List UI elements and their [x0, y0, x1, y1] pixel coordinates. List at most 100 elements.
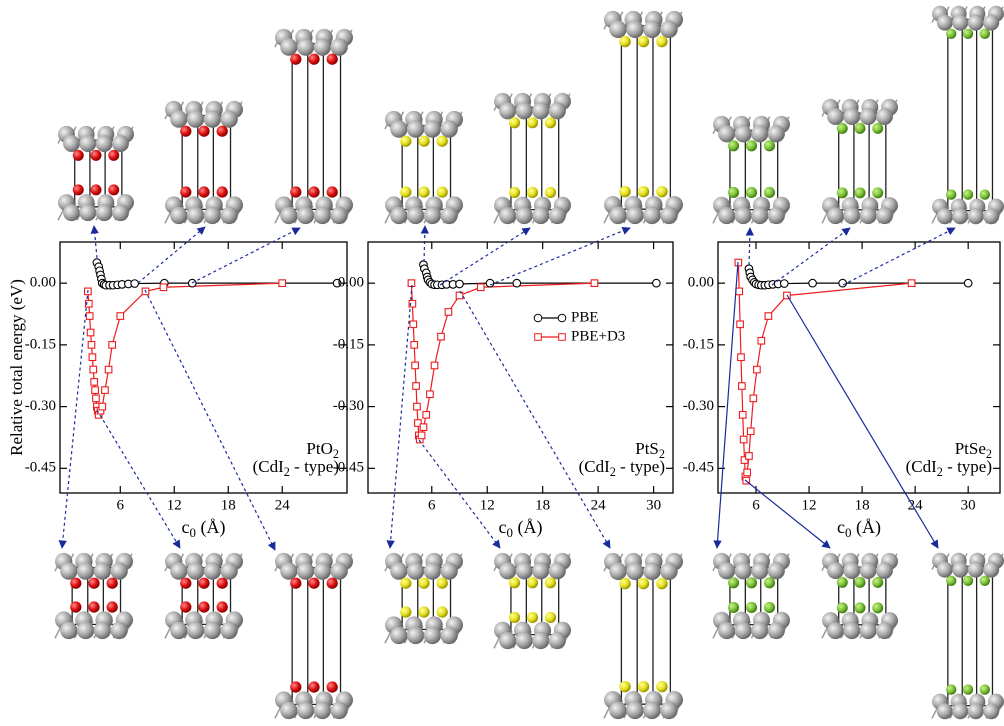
- atom: [308, 54, 319, 65]
- x-tick-label: 18: [855, 497, 870, 513]
- data-point: [88, 342, 95, 349]
- atom: [110, 562, 127, 579]
- atom: [108, 184, 119, 195]
- data-point: [418, 432, 425, 439]
- atom: [499, 632, 516, 649]
- atom: [876, 207, 893, 224]
- atom: [656, 681, 667, 692]
- data-point: [117, 313, 124, 320]
- atom: [656, 578, 667, 589]
- x-axis-label: c0 (Å): [837, 517, 881, 540]
- atom: [751, 622, 768, 639]
- atom: [619, 36, 630, 47]
- atom: [400, 186, 411, 197]
- atom: [108, 150, 119, 161]
- annotation: (CdI2 - type): [906, 457, 992, 479]
- atom: [418, 136, 429, 147]
- atom: [79, 204, 96, 221]
- atom: [746, 187, 757, 198]
- y-tick-label: 0.00: [688, 275, 714, 291]
- atom: [718, 125, 735, 142]
- atom: [110, 622, 127, 639]
- atom: [499, 102, 516, 119]
- atom: [827, 108, 844, 125]
- atom: [735, 207, 752, 224]
- atom: [843, 562, 860, 579]
- atom: [983, 208, 999, 224]
- atom: [946, 29, 956, 39]
- atom: [180, 578, 191, 589]
- atom: [952, 208, 968, 224]
- atom: [545, 577, 556, 588]
- x-tick-label: 18: [221, 497, 236, 513]
- atom: [860, 108, 877, 125]
- data-point: [781, 280, 789, 288]
- atom: [407, 562, 424, 579]
- atom: [407, 120, 424, 137]
- plot-panel: 0.00-0.15-0.30-0.45612182430c0 (Å)PtSe2(…: [683, 242, 1000, 540]
- atom: [96, 204, 113, 221]
- atom: [112, 204, 129, 221]
- atom: [609, 702, 627, 720]
- data-point: [750, 395, 757, 402]
- atom: [876, 562, 893, 579]
- atom: [746, 577, 757, 588]
- data-point: [410, 321, 417, 328]
- data-point: [908, 280, 915, 287]
- atom: [509, 187, 520, 198]
- atom: [527, 117, 538, 128]
- atom: [424, 562, 441, 579]
- atom: [952, 562, 968, 578]
- crystal-structure: [385, 111, 463, 224]
- legend-label: PBE+D3: [571, 328, 625, 344]
- atom: [220, 207, 237, 224]
- atom: [314, 562, 331, 579]
- y-tick-label: 0.00: [338, 275, 364, 291]
- atom: [327, 578, 338, 589]
- atom: [968, 703, 984, 719]
- data-point: [737, 321, 744, 328]
- atom: [297, 562, 314, 579]
- atom: [509, 612, 520, 623]
- atom: [217, 601, 228, 612]
- atom: [656, 36, 667, 47]
- crystal-structure: [822, 99, 898, 224]
- atom: [643, 563, 661, 581]
- atom: [855, 602, 866, 613]
- atom: [280, 702, 297, 719]
- atom: [170, 562, 187, 579]
- atom: [660, 702, 678, 720]
- data-point: [413, 383, 420, 390]
- y-tick-label: -0.45: [25, 460, 56, 476]
- data-point: [90, 366, 97, 373]
- y-tick-label: -0.30: [333, 398, 364, 414]
- atom: [549, 207, 566, 224]
- atom: [718, 562, 735, 579]
- atom: [827, 562, 844, 579]
- atom: [751, 562, 768, 579]
- x-axis-label: c0 (Å): [182, 517, 226, 540]
- atom: [626, 702, 644, 720]
- atom: [79, 135, 96, 152]
- data-point: [91, 379, 98, 386]
- atom: [643, 207, 661, 225]
- atom: [509, 577, 520, 588]
- atom: [728, 187, 739, 198]
- crystal-structure: [604, 11, 683, 224]
- atom: [187, 622, 204, 639]
- atom: [187, 207, 204, 224]
- atom: [619, 578, 630, 589]
- data-point: [739, 412, 746, 419]
- legend-label: PBE: [571, 309, 599, 325]
- atom: [872, 123, 883, 134]
- y-axis-label: Relative total energy (eV): [7, 279, 26, 456]
- atom: [280, 207, 297, 224]
- x-tick-label: 24: [275, 497, 291, 513]
- atom: [73, 184, 84, 195]
- atom: [980, 189, 990, 199]
- legend-marker: [535, 334, 542, 341]
- atom: [876, 108, 893, 125]
- crystal-structure: [494, 553, 571, 649]
- atom: [728, 577, 739, 588]
- atom: [60, 622, 77, 639]
